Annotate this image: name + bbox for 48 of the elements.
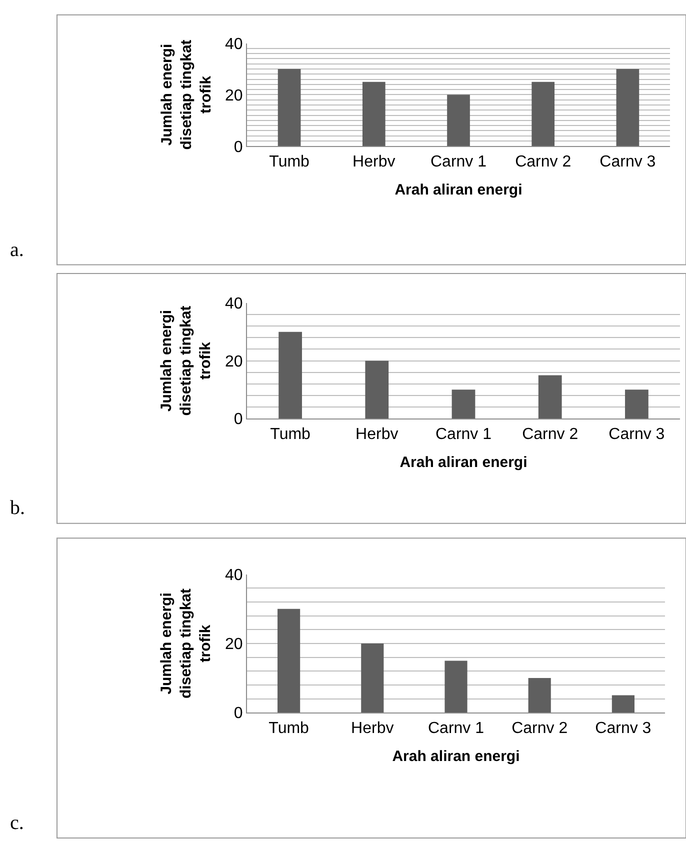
text: c. [10,812,24,834]
y-tick-label: 0 [234,705,243,722]
x-tick-label: Herbv [356,426,398,443]
x-tick-label: Carnv 2 [522,426,578,443]
y-axis-title: Jumlah energi disetiap tingkat trofik [158,588,214,698]
x-tick-label: Tumb [268,720,310,737]
text: b. [10,497,25,519]
x-tick-label: Tumb [270,426,311,443]
text: a. [10,239,24,261]
bar [444,660,468,713]
bar [278,68,301,146]
x-tick-label: Carnv 2 [512,720,568,737]
bar [612,695,634,713]
y-axis-title: Jumlah energi disetiap tingkat trofik [158,40,214,150]
bar [362,82,386,146]
x-tick-label: Tumb [269,153,310,170]
bar [528,678,551,713]
x-tick-label: Herbv [351,720,394,737]
bar [616,68,640,146]
x-axis-title: Arah aliran energi [400,454,528,471]
y-tick-label: 40 [225,566,243,584]
x-tick-label: Carnv 1 [428,720,484,737]
x-axis-title: Arah aliran energi [392,748,520,765]
y-tick-label: 20 [225,353,243,370]
x-axis-title: Arah aliran energi [394,181,522,198]
y-tick-label: 20 [225,87,243,104]
x-tick-label: Herbv [352,153,396,170]
bar [278,332,302,419]
bar [447,94,470,146]
x-tick-label: Carnv 3 [595,720,652,737]
bar [365,360,389,419]
bar [452,390,476,419]
x-tick-label: Carnv 3 [600,153,656,170]
bar [361,643,384,713]
bar [532,82,555,146]
y-tick-label: 20 [225,636,243,654]
y-axis-title: Jumlah energi disetiap tingkat trofik [158,306,214,416]
bar [278,608,300,713]
y-tick-label: 0 [234,411,243,428]
x-tick-label: Carnv 1 [435,426,492,443]
y-tick-label: 40 [225,296,243,313]
x-tick-label: Carnv 3 [608,426,665,443]
x-tick-label: Carnv 1 [430,153,487,170]
x-tick-label: Carnv 2 [515,153,572,170]
y-tick-label: 0 [234,138,243,156]
y-tick-label: 40 [225,36,243,53]
bar [625,390,648,419]
bar [538,375,562,419]
